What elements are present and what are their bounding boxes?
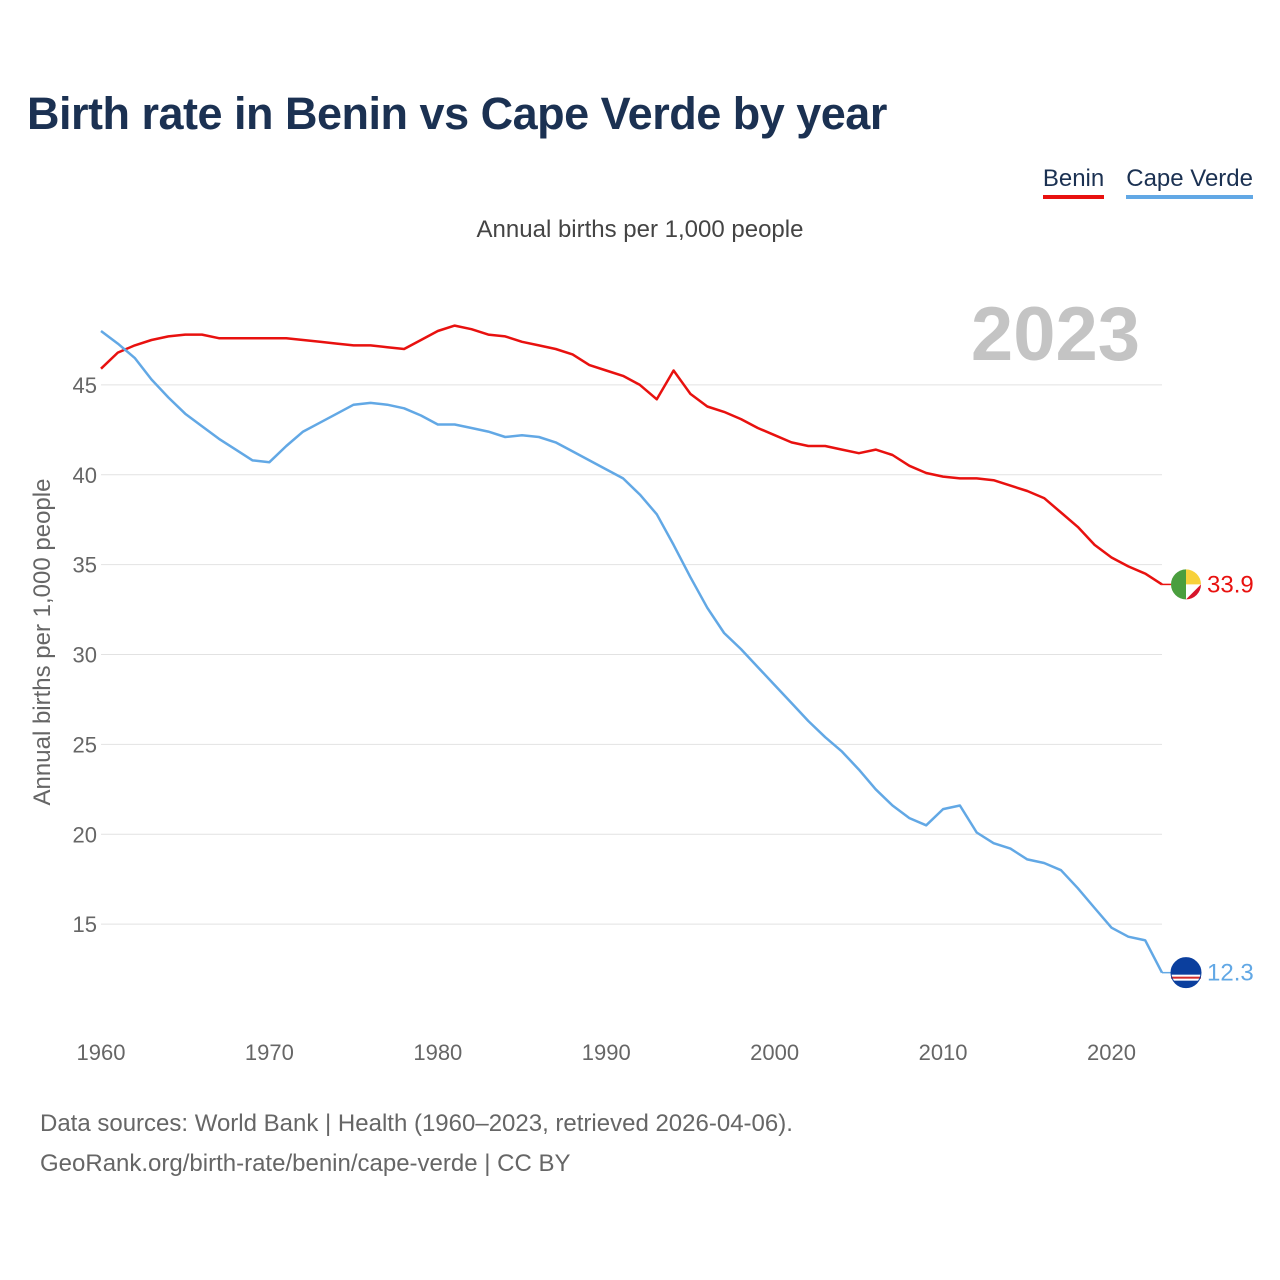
cape-verde-flag-red-stripe [1171,976,1201,979]
y-tick-label: 25 [73,732,97,757]
gridlines [101,384,1162,925]
y-tick-label: 40 [73,463,97,488]
y-tick-label: 20 [73,822,97,847]
x-tick-label: 2000 [750,1040,799,1065]
x-tick-label: 1970 [245,1040,294,1065]
benin-flag-yellow [1186,569,1201,585]
line-chart: 2023 15 20 25 30 35 40 45 1960 1970 1980 1990 2000… [29,292,1254,1065]
y-tick-label: 30 [73,643,97,668]
x-tick-label: 1990 [582,1040,631,1065]
series-line-cape-verde[interactable] [100,330,1164,974]
x-axis-ticks: 1960 1970 1980 1990 2000 2010 2020 [77,1040,1136,1065]
x-tick-label: 1980 [413,1040,462,1065]
legend-item-benin[interactable]: Benin [1042,164,1105,199]
chart-title: Birth rate in Benin vs Cape Verde by yea… [27,88,887,139]
series-lines [100,324,1164,974]
legend: Benin Cape Verde [1042,164,1253,199]
end-markers: 33.9 12.3 [1162,569,1254,989]
year-label: 2023 [971,292,1140,377]
y-axis-ticks: 15 20 25 30 35 40 45 [73,373,97,937]
y-axis-label: Annual births per 1,000 people [29,479,56,806]
data-source-note: Data sources: World Bank | Health (1960–… [40,1110,793,1137]
y-tick-label: 35 [73,553,97,578]
x-tick-label: 2010 [919,1040,968,1065]
y-tick-label: 15 [73,912,97,937]
x-tick-label: 2020 [1087,1040,1136,1065]
series-line-benin[interactable] [100,324,1163,586]
footer: Data sources: World Bank | Health (1960–… [40,1104,793,1184]
benin-flag-icon [1171,569,1186,600]
end-value-label-benin: 33.9 [1207,571,1254,598]
x-tick-label: 1960 [77,1040,126,1065]
benin-flag-red [1186,584,1201,600]
end-value-label-cape-verde: 12.3 [1207,960,1254,987]
source-url[interactable]: GeoRank.org/birth-rate/benin/cape-verde … [40,1150,571,1177]
legend-item-cape-verde[interactable]: Cape Verde [1126,164,1253,199]
cape-verde-flag-outline [1170,957,1202,989]
chart-subtitle: Annual births per 1,000 people [476,216,804,243]
y-tick-label: 45 [73,373,97,398]
